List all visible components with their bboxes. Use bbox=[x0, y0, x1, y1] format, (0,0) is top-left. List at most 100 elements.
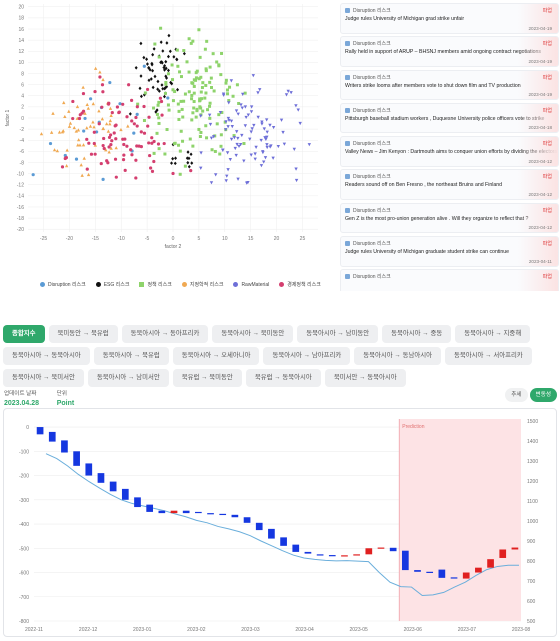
news-source-label: Disruption 리스크 bbox=[353, 207, 391, 214]
route-pill[interactable]: 북유럽 → 동북아시아 bbox=[245, 369, 321, 387]
y-right-tick-label: 600 bbox=[527, 599, 536, 605]
news-card[interactable]: Disruption 리스크 파업 Pittsburgh baseball stad… bbox=[340, 102, 559, 134]
scatter-point bbox=[279, 118, 284, 122]
scatter-point bbox=[198, 98, 202, 102]
x-tick-label: 2023-02 bbox=[187, 627, 206, 633]
scatter-point bbox=[51, 111, 55, 115]
legend-item[interactable]: 지정학적 리스크 bbox=[181, 281, 223, 288]
news-card[interactable]: Disruption 리스크 파업 Gen Z is the most pro-un… bbox=[340, 202, 559, 234]
route-pill[interactable]: 동북아시아 → 동남아시아 bbox=[354, 347, 441, 365]
news-title[interactable]: Writers strike looms after members vote … bbox=[345, 82, 521, 89]
scatter-point bbox=[157, 89, 161, 93]
scatter-point bbox=[87, 141, 91, 145]
scatter-point bbox=[191, 39, 195, 43]
y-tick-label: -16 bbox=[17, 205, 24, 211]
scatter-point bbox=[224, 81, 228, 85]
scatter-point bbox=[190, 93, 194, 97]
route-pill[interactable]: 동북아시아 → 남미서안 bbox=[87, 369, 169, 387]
legend-item[interactable]: ESG 리스크 bbox=[95, 281, 129, 288]
scatter-point bbox=[292, 147, 296, 151]
scatter-point bbox=[199, 114, 203, 118]
route-pill[interactable]: 동북아시아 → 동아프리카 bbox=[121, 325, 209, 343]
scatter-point bbox=[284, 93, 289, 97]
news-card[interactable]: Disruption 리스크 파업 Rally held in support of… bbox=[340, 36, 559, 67]
scatter-point bbox=[238, 142, 243, 147]
legend-item[interactable]: 경제정책 리스크 bbox=[279, 281, 321, 288]
scatter-point bbox=[194, 71, 198, 75]
route-pill[interactable]: 북유럽 → 북미동안 bbox=[172, 369, 242, 387]
scatter-point bbox=[78, 113, 82, 117]
y-right-tick-label: 1300 bbox=[527, 459, 538, 465]
route-pill[interactable]: 동북아시아 → 동북아시아 bbox=[3, 347, 90, 365]
scatter-point bbox=[179, 75, 183, 79]
news-card[interactable]: Disruption 리스크 파업 Writers strike looms aft… bbox=[340, 69, 559, 101]
route-pill[interactable]: 동북아시아 → 북미동안 bbox=[212, 325, 294, 343]
route-pill[interactable]: 동북아시아 → 중동 bbox=[382, 325, 452, 343]
news-date: 2023-04-19 bbox=[528, 25, 553, 31]
scatter-point bbox=[122, 142, 126, 147]
news-title[interactable]: Valley News – Jim Kenyon : Dartmouth aim… bbox=[345, 149, 559, 156]
news-title[interactable]: Gen Z is the most pro-union generation a… bbox=[345, 215, 529, 222]
route-pill[interactable]: 동북아시아 → 서아프리카 bbox=[444, 347, 532, 365]
news-title[interactable]: Readers sound off on Ben Fresno , the no… bbox=[345, 182, 503, 189]
scatter-point bbox=[93, 89, 97, 94]
legend-item[interactable]: 정책 리스크 bbox=[139, 281, 172, 288]
scatter-point bbox=[91, 120, 95, 124]
legend-item[interactable]: Disruption 리스크 bbox=[40, 281, 86, 288]
news-title[interactable]: Pittsburgh baseball stadium workers , Du… bbox=[345, 115, 545, 122]
y-left-tick-label: -200 bbox=[19, 474, 29, 480]
route-pill[interactable]: 동북아시아 → 남미동안 bbox=[297, 325, 379, 343]
legend-label: 정책 리스크 bbox=[147, 282, 172, 288]
y-tick-label: -8 bbox=[20, 160, 25, 166]
scatter-point bbox=[86, 106, 91, 110]
news-title[interactable]: Judge rules University of Michigan grad … bbox=[345, 16, 465, 22]
scatter-point bbox=[31, 173, 35, 177]
scatter-point bbox=[108, 106, 113, 110]
route-pill[interactable]: 동북아시아 → 남아프리카 bbox=[263, 347, 351, 365]
news-title[interactable]: Rally held in support of ARUP – BHSNJ me… bbox=[345, 49, 541, 56]
scatter-point bbox=[148, 153, 152, 158]
news-title[interactable]: Judge rules University of Michigan gradu… bbox=[345, 249, 510, 256]
news-card[interactable]: Disruption 리스크 파업 Valley News – Jim Kenyon… bbox=[340, 136, 559, 167]
candle bbox=[475, 567, 482, 573]
news-card[interactable]: Disruption 리스크 파업 bbox=[340, 269, 559, 291]
candle bbox=[219, 513, 227, 516]
scatter-point bbox=[83, 111, 87, 115]
news-card[interactable]: Disruption 리스크 파업 Judge rules University o… bbox=[340, 236, 559, 267]
route-pill[interactable]: 동북아시아 → 지중해 bbox=[455, 325, 531, 343]
route-pill[interactable]: 북미동안 → 북유럽 bbox=[48, 325, 118, 343]
volatility-toggle-button[interactable]: 변동성 bbox=[529, 388, 557, 402]
legend-label: RawMaterial bbox=[241, 281, 270, 288]
route-pill[interactable]: 종합지수 bbox=[3, 325, 45, 343]
scatter-point bbox=[187, 156, 191, 161]
index-candlestick-chart: 0 -100 -200 -300 -400 -500 -600 -700 -800 1500 140… bbox=[19, 419, 538, 633]
route-pill[interactable]: 동북아시아 → 오세아니아 bbox=[172, 347, 260, 365]
scatter-point bbox=[235, 142, 239, 147]
trend-toggle-button[interactable]: 추세 bbox=[505, 388, 528, 402]
news-list[interactable]: Disruption 리스크 파업 Judge rules University o… bbox=[340, 3, 559, 291]
scatter-point bbox=[55, 149, 60, 153]
scatter-point bbox=[204, 91, 208, 95]
scatter-point bbox=[207, 113, 212, 117]
news-card[interactable]: Disruption 리스크 파업 Judge rules University o… bbox=[340, 3, 559, 34]
scatter-point bbox=[192, 78, 196, 82]
legend-item[interactable]: RawMaterial bbox=[233, 281, 269, 288]
scatter-point bbox=[260, 120, 264, 124]
route-pill[interactable]: 북미서안 → 동북아시아 bbox=[324, 369, 406, 387]
news-card[interactable]: Disruption 리스크 파업 Readers sound off on Ben… bbox=[340, 169, 559, 200]
route-pill[interactable]: 동북아시아 → 북미서안 bbox=[3, 369, 84, 387]
scatter-point bbox=[239, 103, 243, 107]
x-tick-label: 20 bbox=[274, 236, 280, 242]
news-source: Disruption 리스크 bbox=[345, 107, 391, 114]
route-pill[interactable]: 동북아시아 → 북유럽 bbox=[93, 347, 169, 365]
y-left-tick-label: -100 bbox=[19, 449, 29, 455]
scatter-point bbox=[147, 115, 151, 119]
scatter-point bbox=[282, 142, 287, 146]
scatter-point bbox=[225, 88, 229, 92]
scatter-point bbox=[150, 136, 154, 140]
candle bbox=[158, 510, 166, 514]
news-date: 2023-04-12 bbox=[528, 225, 553, 231]
x-tick-label: 2023-06 bbox=[404, 627, 423, 633]
scatter-point bbox=[101, 143, 105, 148]
scatter-point bbox=[249, 153, 253, 157]
